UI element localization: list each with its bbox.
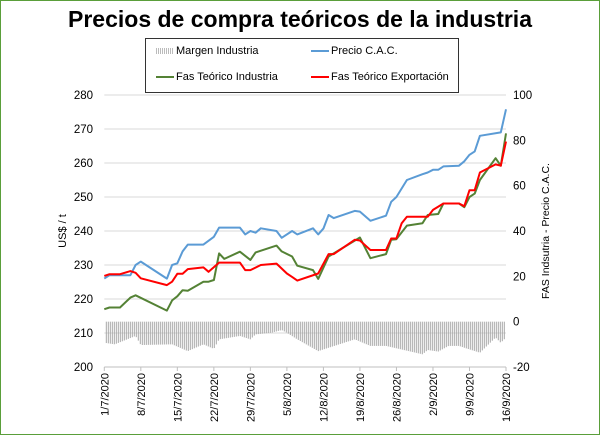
x-tick-label: 5/8/2020 <box>282 373 294 416</box>
y-tick-label: 250 <box>74 192 93 204</box>
y2-tick-label: 0 <box>513 317 519 329</box>
legend-label: Precio C.A.C. <box>331 45 398 57</box>
legend-item-fas-industria: Fas Teórico Industria <box>156 71 278 83</box>
legend-swatch-fas-exportacion <box>311 76 329 78</box>
series-line-precio-c-a-c- <box>103 109 507 280</box>
y2-tick-label: 80 <box>513 135 526 147</box>
y-axis-label: US$ / t <box>57 214 69 248</box>
legend-item-precio: Precio C.A.C. <box>311 45 398 57</box>
y2-axis-label: FAS Indsutria - Precio C.A.C. <box>540 163 552 299</box>
legend-label: Fas Teórico Exportación <box>331 71 449 83</box>
y-tick-label: 280 <box>74 90 93 102</box>
x-tick-label: 22/7/2020 <box>209 373 221 422</box>
y-tick-label: 200 <box>74 362 93 374</box>
y-tick-label: 210 <box>74 328 93 340</box>
legend-label: Margen Industria <box>176 45 259 57</box>
y2-tick-label: 40 <box>513 226 526 238</box>
x-tick-label: 8/7/2020 <box>136 373 148 416</box>
legend-swatch-margen <box>156 48 174 54</box>
legend-label: Fas Teórico Industria <box>176 71 278 83</box>
x-tick-label: 12/8/2020 <box>318 373 330 422</box>
x-tick-label: 16/9/2020 <box>501 373 513 422</box>
x-tick-label: 19/8/2020 <box>355 373 367 422</box>
x-tick-label: 15/7/2020 <box>172 373 184 422</box>
y2-tick-label: -20 <box>513 362 530 374</box>
series-line-fas-te-rico-exportaci-n <box>103 141 507 287</box>
legend-swatch-precio <box>311 50 329 52</box>
x-tick-label: 2/9/2020 <box>428 373 440 416</box>
legend-item-fas-exportacion: Fas Teórico Exportación <box>311 71 449 83</box>
y-tick-label: 220 <box>74 294 93 306</box>
legend: Margen Industria Precio C.A.C. Fas Teóri… <box>145 38 459 93</box>
x-tick-label: 26/8/2020 <box>391 373 403 422</box>
y-tick-label: 270 <box>74 124 93 136</box>
y2-tick-label: 20 <box>513 271 526 283</box>
x-tick-label: 1/7/2020 <box>99 373 111 416</box>
legend-swatch-fas-industria <box>156 76 174 78</box>
legend-item-margen: Margen Industria <box>156 45 259 57</box>
chart-title: Precios de compra teóricos de la industr… <box>68 6 532 32</box>
y2-tick-label: 60 <box>513 181 526 193</box>
x-tick-label: 29/7/2020 <box>245 373 257 422</box>
y2-tick-label: 100 <box>513 90 532 102</box>
y-tick-label: 240 <box>74 226 93 238</box>
y-tick-label: 230 <box>74 260 93 272</box>
x-tick-label: 9/9/2020 <box>464 373 476 416</box>
y-tick-label: 260 <box>74 158 93 170</box>
